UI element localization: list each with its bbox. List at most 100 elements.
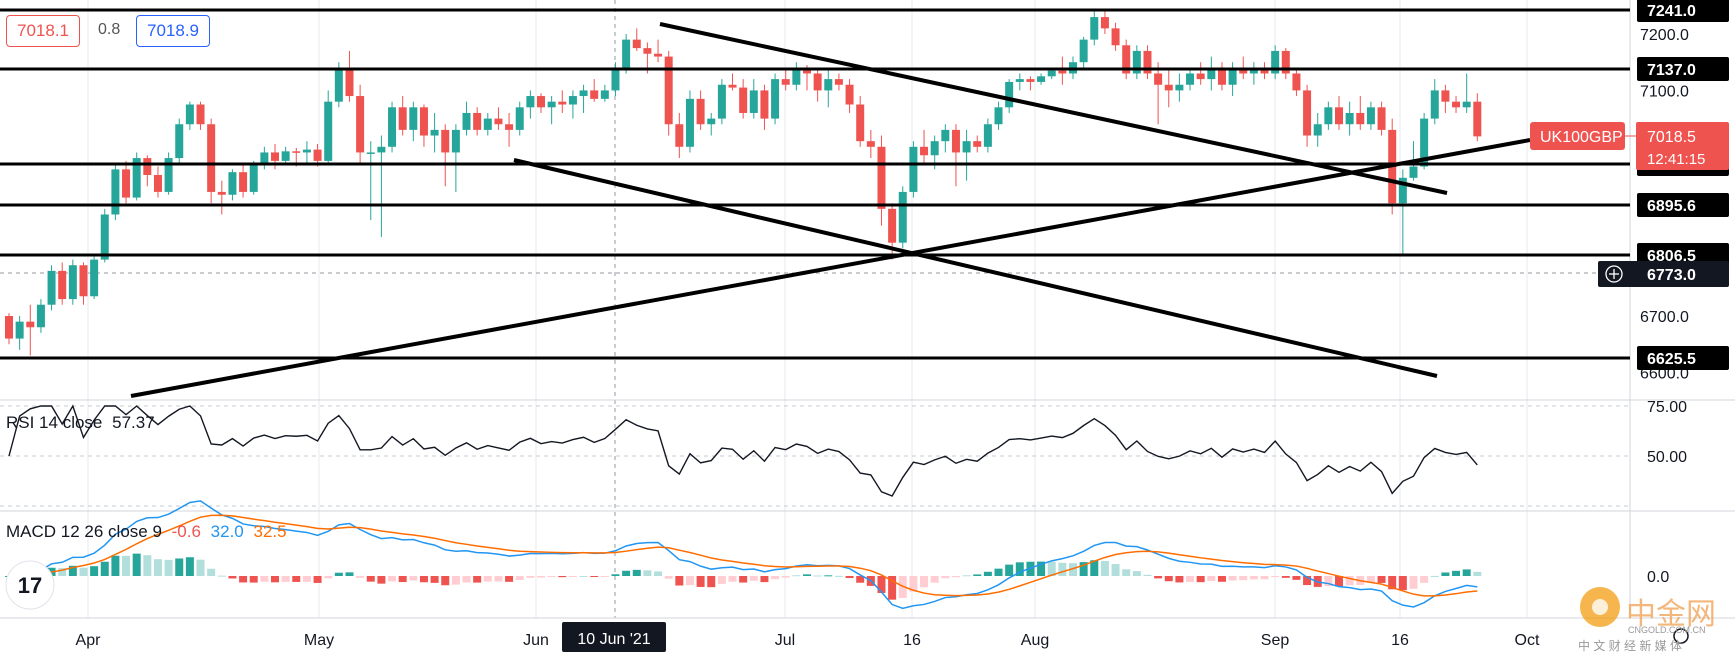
macd-hist-bar-122 bbox=[1303, 576, 1312, 586]
candle-body-81 bbox=[866, 141, 875, 147]
candle-body-52 bbox=[558, 101, 567, 105]
trendline-falling-lower bbox=[513, 158, 1438, 378]
level-tag-7137.0: 7137.0 bbox=[1647, 62, 1696, 79]
macd-hist-bar-99 bbox=[1058, 562, 1067, 576]
macd-hist-bar-105 bbox=[1122, 569, 1131, 576]
price-axis[interactable]: 7200.07100.07000.06900.06800.06700.06600… bbox=[1530, 0, 1729, 382]
macd-hist-bar-30 bbox=[324, 576, 333, 579]
candle-body-113 bbox=[1207, 67, 1216, 80]
trendlines bbox=[130, 22, 1531, 398]
macd-hist-bar-111 bbox=[1186, 576, 1195, 583]
macd-hist-bar-25 bbox=[271, 576, 279, 583]
candle-body-134 bbox=[1430, 90, 1439, 119]
macd-hist-bar-52 bbox=[558, 576, 567, 578]
candle-body-114 bbox=[1217, 67, 1226, 85]
candle-body-126 bbox=[1345, 112, 1354, 125]
price-tick-6700.0: 6700.0 bbox=[1640, 309, 1689, 326]
crosshair-date-bg bbox=[562, 622, 666, 652]
macd-hist-bar-102 bbox=[1090, 560, 1099, 576]
time-axis[interactable]: Apr May Jun Jul 16 Aug Sep 16 Oct 10 Jun '21 17 bbox=[5, 560, 1689, 652]
candle-body-10 bbox=[111, 169, 120, 215]
candle-body-87 bbox=[930, 141, 939, 156]
macd-hist-bar-32 bbox=[345, 572, 354, 576]
macd-hist-bar-124 bbox=[1324, 576, 1333, 587]
macd-hist-bar-80 bbox=[856, 576, 865, 583]
candle-body-36 bbox=[388, 107, 397, 147]
macd-hist-bar-29 bbox=[313, 576, 322, 583]
price-tick-7200.0: 7200.0 bbox=[1640, 27, 1689, 44]
macd-hist-bar-45 bbox=[483, 576, 492, 582]
candle-body-16 bbox=[175, 124, 184, 159]
candle-body-15 bbox=[164, 158, 173, 192]
time-tick-5: Aug bbox=[1021, 632, 1049, 649]
candle-body-93 bbox=[994, 107, 1003, 125]
macd-hist-bar-135 bbox=[1441, 572, 1450, 576]
candle-body-30 bbox=[324, 101, 333, 161]
macd-hist-bar-97 bbox=[1037, 561, 1046, 576]
candle-body-60 bbox=[643, 48, 652, 54]
macd-line bbox=[8, 500, 1478, 610]
candle-body-91 bbox=[973, 141, 982, 147]
candle-body-8 bbox=[90, 259, 99, 297]
trendline-rising bbox=[130, 138, 1531, 398]
candle-body-59 bbox=[632, 39, 641, 49]
candle-body-82 bbox=[877, 146, 886, 209]
last-price: 7018.5 bbox=[1647, 129, 1696, 146]
time-tick-1: May bbox=[304, 632, 334, 649]
candle-body-19 bbox=[207, 124, 216, 192]
price-tick-7100.0: 7100.0 bbox=[1640, 83, 1689, 100]
buy-price-box[interactable]: 7018.9 bbox=[136, 15, 210, 47]
macd-hist-bar-48 bbox=[515, 576, 524, 580]
macd-signal-value: 32.5 bbox=[253, 522, 287, 541]
candle-body-96 bbox=[1026, 79, 1035, 82]
candle-body-92 bbox=[983, 124, 992, 147]
rsi-line bbox=[8, 404, 1478, 497]
candle-body-121 bbox=[1292, 73, 1301, 91]
macd-hist-bar-103 bbox=[1100, 561, 1109, 576]
macd-hist-bar-38 bbox=[409, 576, 418, 581]
rsi-pane: 75.00 50.00 bbox=[0, 399, 1687, 507]
macd-hist-bar-11 bbox=[122, 555, 131, 576]
macd-hist-bar-37 bbox=[398, 576, 407, 583]
macd-hist-bar-137 bbox=[1462, 569, 1471, 576]
macd-hist-bar-125 bbox=[1335, 576, 1343, 587]
candle-body-95 bbox=[1015, 79, 1024, 82]
macd-hist-bar-10 bbox=[111, 555, 120, 576]
macd-hist-bar-136 bbox=[1452, 570, 1461, 576]
macd-hist-bar-41 bbox=[441, 576, 450, 586]
macd-hist-bar-87 bbox=[930, 576, 939, 583]
macd-hist-bar-82 bbox=[877, 576, 886, 594]
macd-hist-bar-116 bbox=[1239, 576, 1248, 581]
candle-body-103 bbox=[1100, 17, 1109, 29]
macd-hist-bar-93 bbox=[994, 568, 1003, 576]
rsi-legend[interactable]: RSI 14 close 57.37 bbox=[6, 413, 155, 433]
macd-hist-bar-117 bbox=[1249, 576, 1258, 580]
candle-body-46 bbox=[494, 118, 503, 125]
level-tag-bg-7137.0 bbox=[1637, 57, 1729, 81]
macd-hist-bar-56 bbox=[600, 576, 609, 577]
macd-hist-bar-20 bbox=[217, 575, 226, 577]
macd-hist-bar-55 bbox=[590, 576, 599, 577]
spread-value: 0.8 bbox=[98, 21, 121, 38]
macd-hist-bar-85 bbox=[909, 576, 918, 592]
candle-body-68 bbox=[728, 84, 737, 88]
candle-body-131 bbox=[1398, 177, 1407, 204]
macd-hist-bar-19 bbox=[207, 568, 216, 576]
sell-price-box[interactable]: 7018.1 bbox=[6, 15, 80, 47]
candle-body-43 bbox=[462, 112, 471, 130]
macd-legend[interactable]: MACD 12 26 close 9 -0.6 32.0 32.5 bbox=[6, 522, 287, 542]
macd-hist-bar-24 bbox=[260, 576, 269, 582]
macd-hist-bar-64 bbox=[685, 576, 694, 586]
macd-hist-bar-74 bbox=[792, 575, 801, 577]
macd-hist-bar-79 bbox=[845, 576, 854, 579]
macd-hist-bar-65 bbox=[696, 576, 705, 587]
macd-hist-bar-98 bbox=[1047, 561, 1056, 576]
time-tick-2: Jun bbox=[523, 632, 549, 649]
last-price-tag-bg bbox=[1636, 122, 1729, 170]
candle-body-85 bbox=[909, 146, 918, 192]
level-tag-6895.6: 6895.6 bbox=[1647, 198, 1696, 215]
candle-body-42 bbox=[451, 129, 460, 153]
candle-body-35 bbox=[377, 146, 386, 153]
macd-hist-bar-126 bbox=[1345, 576, 1354, 586]
